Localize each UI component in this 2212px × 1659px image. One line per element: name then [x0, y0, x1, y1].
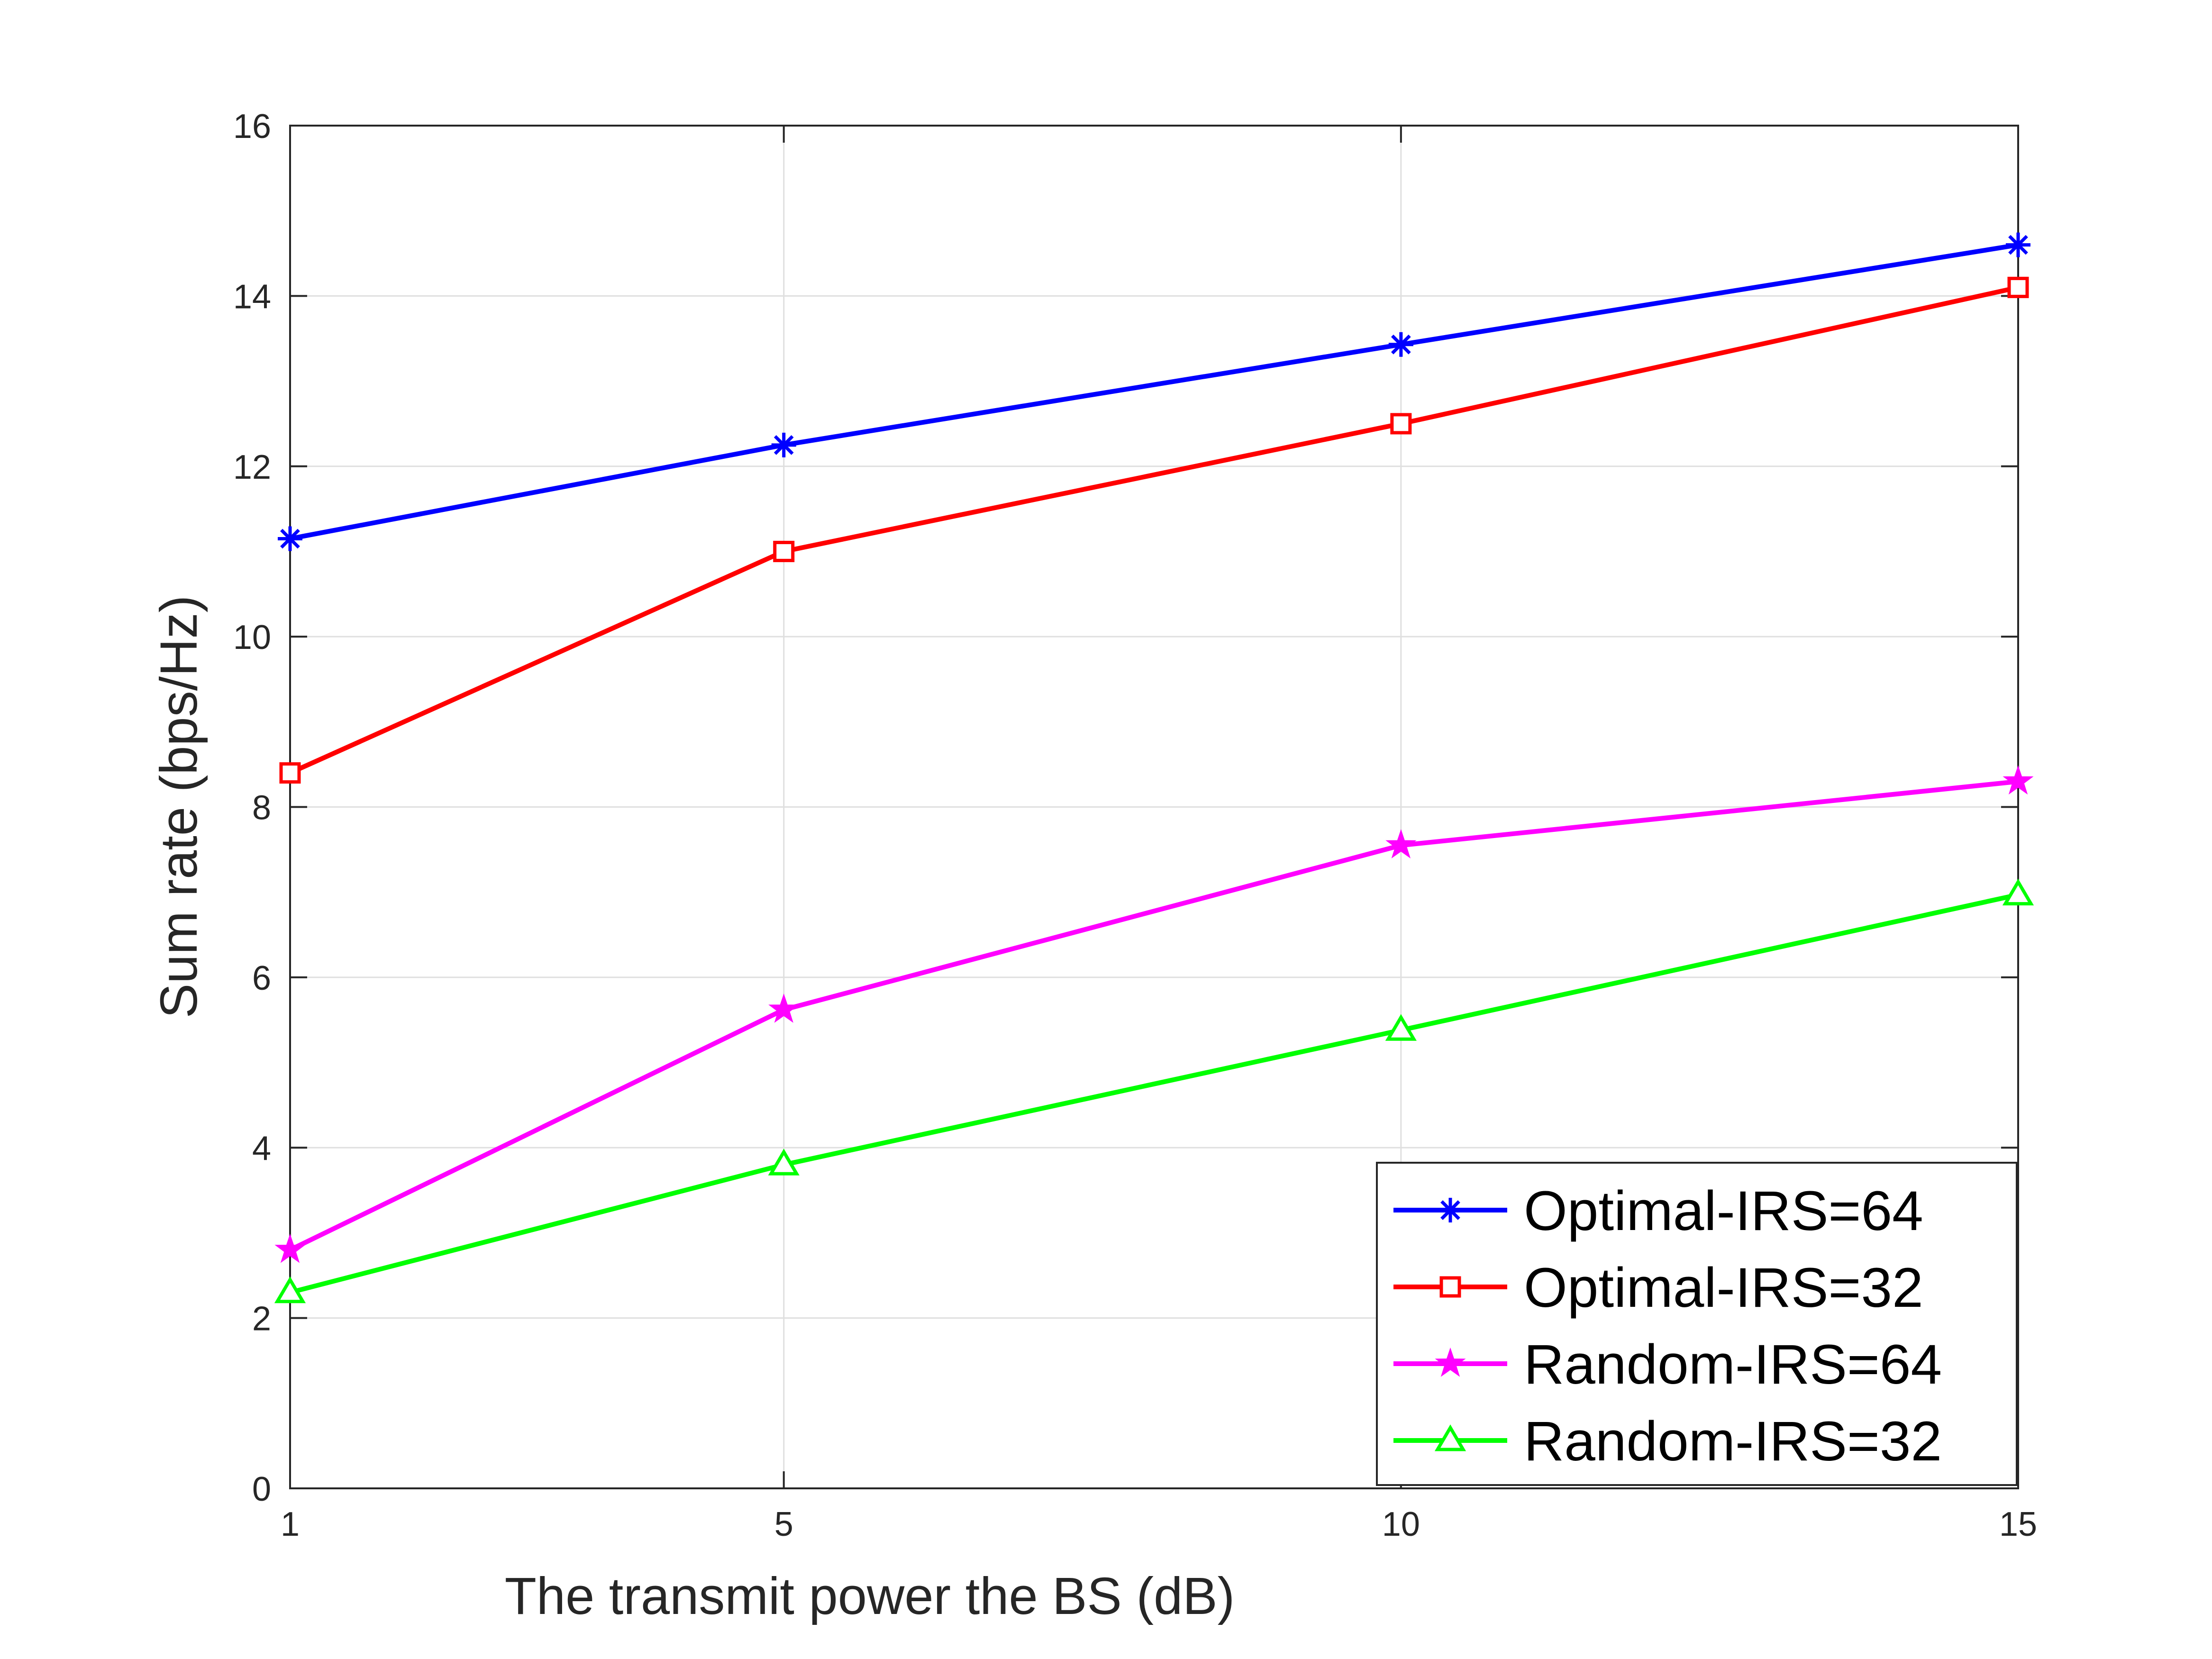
- data-point: [768, 1149, 800, 1176]
- series-layer: [274, 232, 2034, 1304]
- data-point: [278, 526, 302, 551]
- y-axis-title: Sum rate (bps/Hz): [150, 595, 208, 1018]
- y-tick-label: 8: [252, 789, 271, 827]
- y-tick-label: 2: [252, 1300, 271, 1338]
- legend-label: Optimal-IRS=32: [1524, 1257, 1923, 1319]
- legend-label: Random-IRS=32: [1524, 1410, 1942, 1473]
- series-line: [289, 892, 2019, 1295]
- x-axis-title: The transmit power the BS (dB): [505, 1567, 1235, 1625]
- data-point: [274, 1276, 306, 1304]
- series-0: [278, 232, 2030, 551]
- data-point: [2006, 232, 2030, 257]
- data-point: [768, 993, 800, 1023]
- legend-label: Optimal-IRS=64: [1524, 1180, 1923, 1242]
- x-tick-label: 10: [1382, 1505, 1420, 1543]
- y-tick-label: 6: [252, 959, 271, 997]
- y-tick-label: 10: [233, 619, 271, 656]
- series-1: [279, 276, 2029, 784]
- series-line: [289, 779, 2019, 1252]
- data-point: [771, 432, 796, 457]
- x-tick-label: 1: [281, 1505, 300, 1543]
- legend-marker: [1435, 1347, 1466, 1377]
- legend-label: Random-IRS=64: [1524, 1333, 1942, 1396]
- data-point: [1388, 332, 1413, 357]
- data-point: [2002, 878, 2034, 906]
- data-point: [1385, 1014, 1417, 1041]
- legend-marker: [1434, 1424, 1466, 1451]
- legend-box: [1376, 1162, 2018, 1486]
- x-tick-label: 15: [1999, 1505, 2037, 1543]
- legend-marker: [1439, 1276, 1461, 1298]
- series-2: [274, 765, 2034, 1263]
- series-line: [290, 242, 2019, 541]
- y-tick-label: 16: [233, 108, 271, 146]
- legend-item: Optimal-IRS=64: [1393, 1180, 1923, 1242]
- y-tick-label: 4: [252, 1130, 271, 1167]
- legend-marker: [1438, 1198, 1463, 1222]
- data-point: [1385, 829, 1417, 859]
- legend: Optimal-IRS=64 Optimal-IRS=32 Random-IRS=6…: [1376, 1162, 2018, 1486]
- data-point: [274, 1233, 306, 1263]
- y-tick-label: 12: [233, 448, 271, 486]
- series-line: [289, 285, 2019, 775]
- data-point: [2007, 276, 2029, 298]
- y-tick-label: 0: [252, 1470, 271, 1508]
- series-3: [274, 878, 2034, 1304]
- legend-item: Random-IRS=32: [1393, 1410, 1942, 1473]
- data-point: [773, 540, 795, 562]
- data-point: [279, 762, 301, 784]
- data-point: [2003, 765, 2034, 795]
- legend-item: Random-IRS=64: [1393, 1333, 1942, 1396]
- data-point: [1390, 413, 1412, 435]
- y-tick-label: 14: [233, 278, 271, 316]
- x-tick-label: 5: [774, 1505, 793, 1543]
- legend-item: Optimal-IRS=32: [1393, 1257, 1923, 1319]
